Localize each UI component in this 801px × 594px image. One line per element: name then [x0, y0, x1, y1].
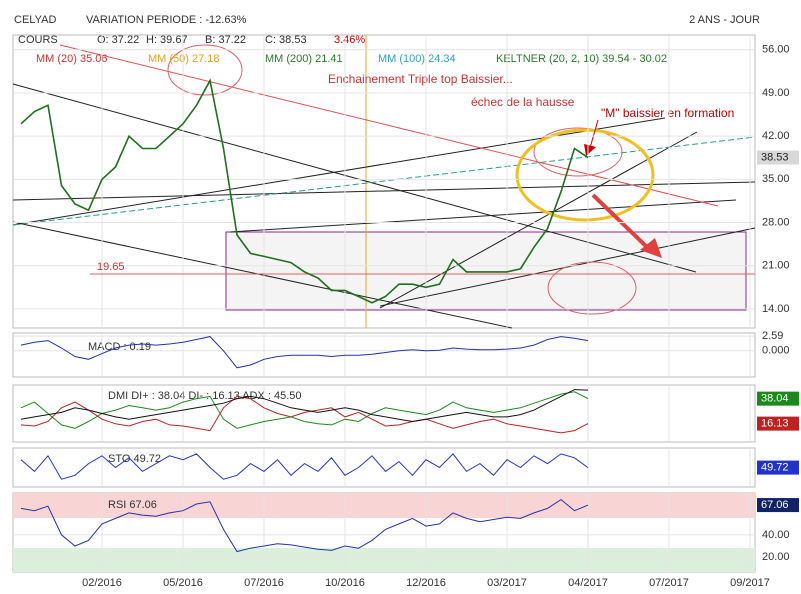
legend-change: 3.46% [334, 34, 365, 46]
circle [547, 261, 637, 315]
x-tick-label: 12/2016 [406, 577, 446, 589]
value-badge [757, 416, 799, 431]
y-tick-label: 28.00 [762, 216, 790, 228]
teal-trend [12, 136, 756, 226]
y-tick-label: 14.00 [762, 303, 790, 315]
legend-mm50: MM (50) 27.18 [148, 53, 220, 65]
dmi-panel [12, 384, 756, 443]
circle [533, 127, 623, 177]
legend-mm20: MM (20) 35.06 [36, 53, 108, 65]
legend-close: C: 38.53 [265, 34, 307, 46]
value-badge-label: 38.04 [761, 393, 789, 405]
y-tick-label: 35.00 [762, 173, 790, 185]
series-line [20, 78, 589, 304]
value-badge [757, 460, 799, 475]
panel-label: STO 49.72 [108, 453, 161, 465]
y-tick-label: 42.00 [762, 130, 790, 142]
series-line [20, 336, 589, 369]
y-tick-label: 56.00 [762, 44, 790, 56]
value-badge-label: 16.13 [761, 418, 789, 430]
value-badge-label: 49.72 [761, 462, 789, 474]
y-tick-label: 40.00 [762, 529, 790, 541]
legend-high: H: 39.67 [146, 34, 188, 46]
arrow-head [640, 238, 662, 258]
x-tick-label: 09/2017 [730, 577, 770, 589]
circle [167, 44, 243, 96]
y-tick-label: 21.00 [762, 260, 790, 272]
x-tick-label: 05/2016 [163, 577, 203, 589]
x-tick-label: 03/2017 [487, 577, 527, 589]
circle [515, 128, 655, 222]
reference-label: 19.65 [97, 261, 125, 273]
x-tick-label: 04/2017 [568, 577, 608, 589]
legend-low: B: 37.22 [205, 34, 246, 46]
rsi-oversold-zone [13, 548, 755, 572]
panel-label: RSI 67.06 [108, 499, 157, 511]
value-badge [757, 391, 799, 406]
y-tick-label: 0.000 [762, 345, 790, 357]
legend-keltner: KELTNER (20, 2, 10) 39.54 - 30.02 [496, 53, 667, 65]
value-badge-label: 38.53 [761, 151, 789, 163]
x-tick-label: 10/2016 [325, 577, 365, 589]
x-tick-label: 07/2016 [244, 577, 284, 589]
legend-open: O: 37.22 [97, 34, 139, 46]
series-line [20, 395, 589, 434]
legend-mm100: MM (100) 24.34 [378, 53, 456, 65]
variation: VARIATION PERIODE : -12.63% [86, 14, 247, 26]
x-tick-label: 07/2017 [649, 577, 689, 589]
range-box [225, 231, 747, 311]
value-badge [757, 498, 799, 513]
y-tick-label: 2.59 [762, 330, 783, 342]
panel-label: DMI DI+ : 38.04 DI- : 16.13 ADX : 45.50 [108, 390, 302, 402]
legend-mm200: MM (200) 21.41 [265, 53, 343, 65]
series-line [20, 453, 589, 480]
sto-panel [12, 447, 756, 488]
y-tick-label: 20.00 [762, 551, 790, 563]
value-badge [757, 150, 799, 165]
series-line [20, 391, 589, 429]
symbol: CELYAD [14, 14, 56, 26]
arrow-head [584, 144, 596, 156]
arrow [589, 119, 599, 149]
x-tick-label: 02/2016 [82, 577, 122, 589]
legend-cours: COURS [18, 34, 58, 46]
macd-panel [12, 332, 756, 378]
annotation: Enchainement Triple top Baissier... [328, 72, 513, 86]
y-tick-label: 49.00 [762, 87, 790, 99]
price-panel [12, 34, 756, 329]
series-line [20, 389, 589, 423]
annotation: "M" baissier en formation [601, 106, 734, 120]
series-line [20, 498, 589, 553]
annotation: échec de la hausse [471, 95, 575, 109]
value-badge-label: 67.06 [761, 499, 789, 511]
period: 2 ANS - JOUR [689, 14, 760, 26]
